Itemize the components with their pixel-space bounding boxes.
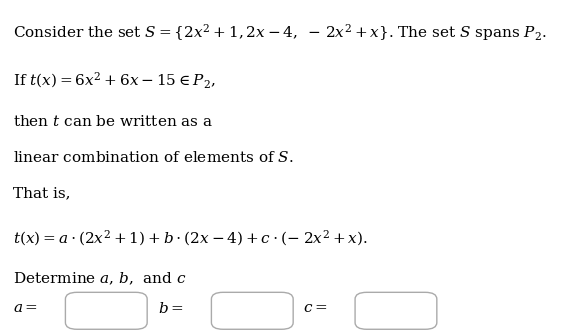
Text: then $t$ can be written as a: then $t$ can be written as a	[13, 114, 213, 129]
Text: $b =$: $b =$	[158, 301, 183, 316]
Text: linear combination of elements of $S$.: linear combination of elements of $S$.	[13, 150, 294, 165]
FancyBboxPatch shape	[355, 292, 437, 329]
FancyBboxPatch shape	[211, 292, 293, 329]
Text: That is,: That is,	[13, 186, 70, 201]
Text: Consider the set $S = \{2x^2 + 1, 2x - 4,\; -\,2x^2 + x\}$. The set $S$ spans $P: Consider the set $S = \{2x^2 + 1, 2x - 4…	[13, 22, 547, 43]
FancyBboxPatch shape	[65, 292, 147, 329]
Text: Determine $a$, $b$,  and $c$: Determine $a$, $b$, and $c$	[13, 270, 186, 287]
Text: $a =$: $a =$	[13, 301, 38, 316]
Text: If $t(x) = 6x^2 + 6x - 15 \in P_2$,: If $t(x) = 6x^2 + 6x - 15 \in P_2$,	[13, 71, 215, 90]
Text: $t(x) = a \cdot \left(2x^2 + 1\right) + b \cdot \left(2x - 4\right) + c \cdot \l: $t(x) = a \cdot \left(2x^2 + 1\right) + …	[13, 228, 368, 248]
Text: $c =$: $c =$	[303, 301, 327, 316]
